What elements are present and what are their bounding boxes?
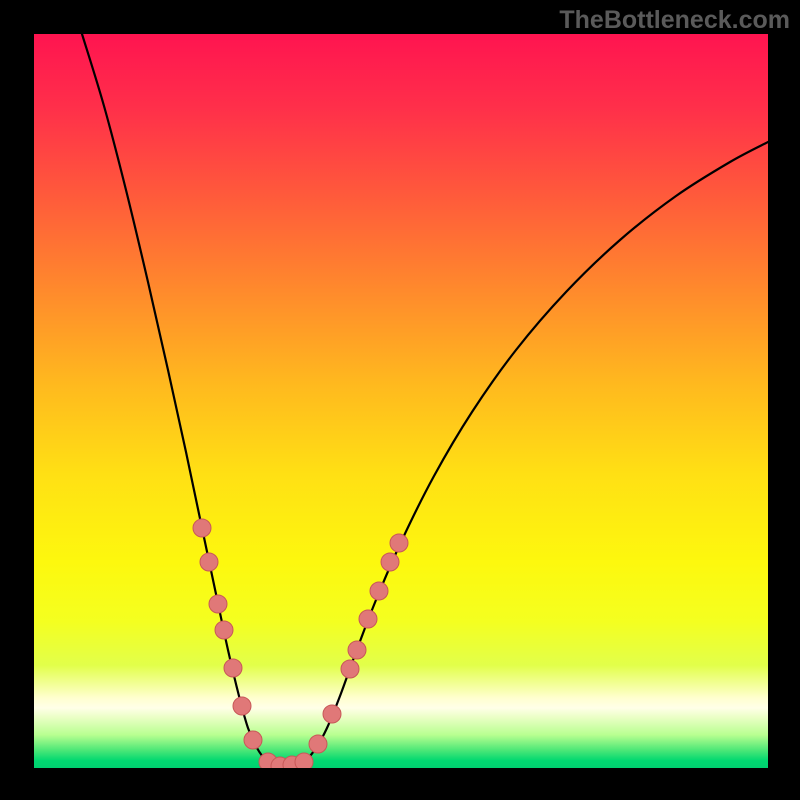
data-marker — [193, 519, 211, 537]
data-marker — [200, 553, 218, 571]
data-marker — [215, 621, 233, 639]
data-marker — [244, 731, 262, 749]
data-marker — [323, 705, 341, 723]
data-marker — [209, 595, 227, 613]
data-marker — [295, 753, 313, 768]
data-marker — [341, 660, 359, 678]
data-marker — [233, 697, 251, 715]
data-marker — [309, 735, 327, 753]
data-marker — [224, 659, 242, 677]
plot-area — [34, 34, 768, 768]
data-marker — [370, 582, 388, 600]
data-marker — [359, 610, 377, 628]
gradient-background — [34, 34, 768, 768]
data-marker — [390, 534, 408, 552]
watermark-text: TheBottleneck.com — [559, 6, 790, 35]
data-marker — [381, 553, 399, 571]
data-marker — [348, 641, 366, 659]
chart-container: TheBottleneck.com — [0, 0, 800, 800]
plot-svg — [34, 34, 768, 768]
